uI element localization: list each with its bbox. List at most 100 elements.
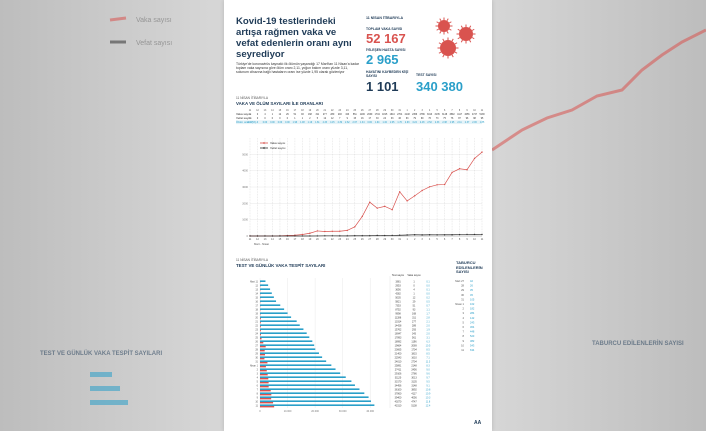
table-date: 11 — [249, 110, 252, 112]
value-tests: 1981 — [395, 280, 401, 283]
value-positive-ratio: 11.8 — [426, 400, 431, 403]
discharge-date: 10 — [461, 343, 464, 347]
table-ratio-value: 1.32 — [382, 122, 387, 124]
table-date: 27 — [368, 110, 371, 112]
table-death-value: 95 — [481, 118, 484, 120]
table-case-value: 2704 — [397, 114, 403, 116]
value-positive-ratio: 1.1 — [426, 308, 430, 311]
category-label: 8 — [257, 392, 259, 395]
value-tests: 7353 — [395, 304, 401, 307]
category-label: 29 — [255, 352, 258, 355]
discharge-value: 105 — [470, 297, 475, 301]
bar-cases — [260, 406, 275, 408]
value-positive-ratio: 0.0 — [426, 292, 430, 295]
x-tick-label: 20.000 — [311, 410, 319, 413]
table-death-value: 76 — [428, 118, 431, 120]
table-ratio-value: 0.00 — [278, 122, 283, 124]
table-ratio-value: 4.15 — [330, 122, 335, 124]
table-ratio-value: 2.38 — [442, 122, 447, 124]
table-ratio-value: 1.61 — [315, 122, 320, 124]
value-cases: 5138 — [411, 404, 417, 407]
value-cases: 168 — [412, 312, 417, 315]
discharge-value: 35 — [470, 288, 473, 292]
stat-deaths-label: HAYATINI KAYBEDEN KİŞİ SAYISI — [366, 70, 409, 78]
value-positive-ratio: 12.4 — [426, 404, 431, 407]
table-death-value: 15 — [353, 118, 356, 120]
table-ratio-value: 1.19 — [308, 122, 313, 124]
y-tick-label: 2000 — [242, 201, 248, 205]
discharge-date: 11 — [461, 348, 464, 352]
table-case-value: 1610 — [390, 114, 396, 116]
value-tests: 41510 — [395, 404, 402, 407]
bar-cases — [260, 378, 269, 380]
table-ratio-value: 1.96 — [293, 122, 298, 124]
series-point-cases — [436, 184, 438, 186]
series-point-cases — [466, 169, 468, 171]
bar-tests — [260, 348, 316, 350]
table-ratio-value: 2.93 — [405, 122, 410, 124]
series-point-cases — [458, 168, 461, 170]
table-ratio-value: 1.70 — [397, 122, 402, 124]
discharge-date: 5 — [463, 320, 465, 324]
bar-tests — [260, 360, 327, 362]
table-date: 3 — [421, 110, 423, 112]
series-point-cases — [354, 226, 356, 228]
value-cases: 277 — [412, 320, 417, 323]
table-row-deaths-label: Vefat sayısı — [236, 116, 252, 120]
table-death-value: 0 — [287, 118, 289, 120]
bar-cases — [260, 326, 261, 328]
bar-chart-title: TEST VE GÜNLÜK VAKA TESPİT SAYILARI — [236, 263, 326, 268]
discharge-value: 182 — [470, 307, 475, 311]
series-point-deaths — [279, 235, 281, 237]
table-case-value: 168 — [308, 114, 313, 116]
infographic-poster: Kovid-19 testlerindeki artışa rağmen vak… — [224, 0, 492, 431]
bar-tests — [260, 328, 304, 330]
infographic-title: Kovid-19 testlerindeki artışa rağmen vak… — [236, 16, 352, 60]
value-tests: 17893 — [395, 336, 402, 339]
value-positive-ratio: 7.1 — [426, 356, 430, 359]
category-label: 25 — [255, 336, 258, 339]
table-date: 28 — [376, 110, 379, 112]
discharge-date: 6 — [463, 325, 465, 329]
value-tests: 40270 — [395, 400, 402, 403]
table-death-value: 75 — [443, 118, 446, 120]
discharge-date: 28 — [461, 284, 464, 288]
table-date: 9 — [466, 110, 468, 112]
series-point-deaths — [286, 235, 289, 237]
category-label: 20 — [255, 316, 258, 319]
table-case-value: 289 — [330, 114, 335, 116]
bar-cases — [260, 366, 266, 368]
table-ratio-value: 2.33 — [435, 122, 440, 124]
table-death-value: 16 — [361, 118, 364, 120]
value-cases: 3013 — [411, 376, 417, 379]
value-cases: 4117 — [411, 392, 417, 395]
x-tick-label: 11 — [249, 238, 252, 241]
category-label: 23 — [255, 328, 258, 331]
value-positive-ratio: 0.2 — [426, 296, 430, 299]
table-ratio-value: 1.95 — [450, 122, 455, 124]
table-date: 22 — [331, 110, 334, 112]
value-cases: 1196 — [411, 340, 417, 343]
discharge-value: 142 — [470, 316, 475, 320]
value-cases: 93 — [413, 308, 416, 311]
line-chart-date: 11 NİSAN İTİBARIYLA — [236, 96, 269, 100]
table-case-value: 311 — [316, 114, 320, 116]
table-date: 17 — [294, 110, 297, 112]
value-tests: 20065 — [395, 348, 402, 351]
bar-tests — [260, 324, 300, 326]
bar-tests — [260, 392, 365, 394]
x-tick-label: 25 — [353, 238, 356, 241]
series-point-deaths — [376, 234, 378, 237]
bar-cases — [260, 334, 261, 336]
discharge-value: 45 — [470, 293, 473, 297]
bar-cases — [260, 374, 268, 376]
table-date: 1 — [407, 110, 409, 112]
value-positive-ratio: 11.3 — [426, 360, 431, 363]
category-label: 9 — [257, 396, 259, 399]
bar-tests — [260, 380, 352, 382]
table-case-value: 4 — [264, 114, 266, 116]
category-label: 27 — [255, 344, 258, 347]
table-case-value: 277 — [323, 114, 328, 116]
value-cases: 343 — [412, 332, 417, 335]
value-tests: 39400 — [395, 396, 402, 399]
